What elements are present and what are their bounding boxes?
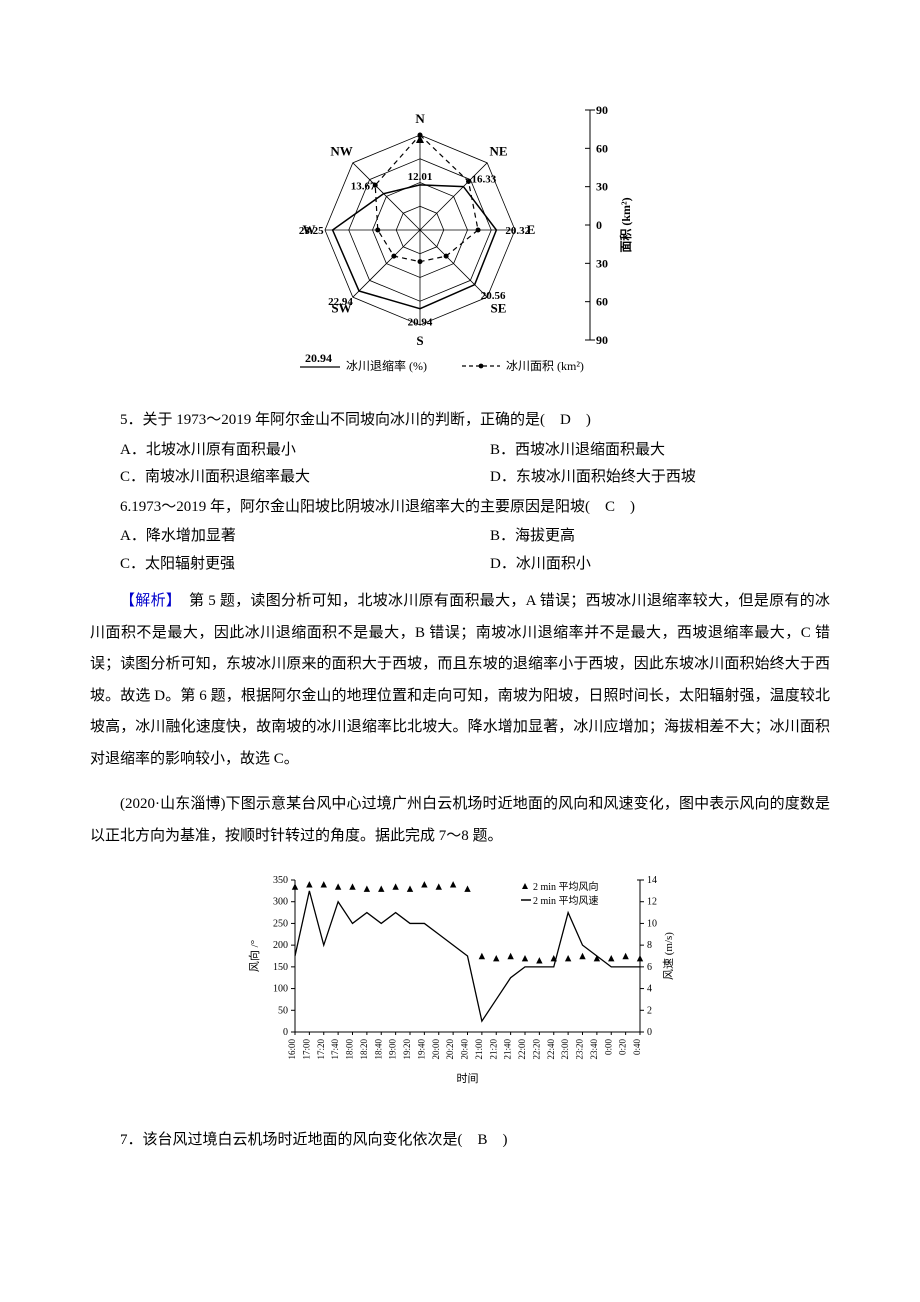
svg-text:23:40: 23:40	[589, 1039, 599, 1060]
svg-text:0: 0	[596, 218, 602, 232]
svg-text:0:40: 0:40	[632, 1039, 642, 1056]
svg-text:SE: SE	[491, 300, 507, 315]
svg-text:2 min 平均风向: 2 min 平均风向	[533, 880, 599, 893]
svg-text:16.33: 16.33	[472, 173, 497, 185]
svg-text:19:00: 19:00	[388, 1039, 398, 1060]
svg-text:20.32: 20.32	[505, 225, 530, 237]
svg-text:50: 50	[278, 1005, 288, 1016]
svg-text:22:00: 22:00	[517, 1039, 527, 1060]
svg-text:20.94: 20.94	[408, 317, 433, 329]
svg-text:14: 14	[647, 875, 657, 886]
q5-opt-a: A．北坡冰川原有面积最小	[90, 438, 460, 464]
svg-text:22.94: 22.94	[328, 296, 353, 308]
svg-text:13.67: 13.67	[351, 181, 376, 193]
svg-text:23:20: 23:20	[575, 1039, 585, 1060]
explanation-1: 【解析】 第 5 题，读图分析可知，北坡冰川原有面积最大，A 错误；西坡冰川退缩…	[90, 585, 830, 775]
svg-text:0: 0	[283, 1027, 288, 1038]
combo-svg: 0 50 100 150 200 250 300 350 0 2 4 6 8 10 12 14 风向 /° 风速 …	[240, 862, 680, 1102]
svg-text:30: 30	[596, 180, 608, 194]
svg-text:17:40: 17:40	[330, 1039, 340, 1060]
q6-opt-b: B．海拔更高	[460, 524, 830, 550]
svg-text:17:20: 17:20	[316, 1039, 326, 1060]
svg-text:350: 350	[273, 875, 288, 886]
svg-text:300: 300	[273, 897, 288, 908]
svg-text:150: 150	[273, 962, 288, 973]
q5-stem: 5．关于 1973～2019 年阿尔金山不同坡向冰川的判断，正确的是( D )	[90, 408, 830, 434]
passage-2: (2020·山东淄博)下图示意某台风中心过境广州白云机场时近地面的风向和风速变化…	[90, 789, 830, 852]
svg-text:0: 0	[647, 1027, 652, 1038]
svg-text:60: 60	[596, 141, 608, 155]
svg-text:冰川面积 (km²): 冰川面积 (km²)	[506, 359, 584, 373]
q5-opts-ab: A．北坡冰川原有面积最小 B．西坡冰川退缩面积最大	[90, 438, 830, 464]
svg-text:12: 12	[647, 897, 657, 908]
svg-text:12.01: 12.01	[408, 171, 433, 183]
svg-text:22:40: 22:40	[546, 1039, 556, 1060]
q5-opt-c: C．南坡冰川面积退缩率最大	[90, 465, 460, 491]
svg-text:20:20: 20:20	[445, 1039, 455, 1060]
svg-text:90: 90	[596, 103, 608, 117]
svg-text:S: S	[416, 333, 423, 348]
svg-text:20:40: 20:40	[460, 1039, 470, 1060]
q5-opts-cd: C．南坡冰川面积退缩率最大 D．东坡冰川面积始终大于西坡	[90, 465, 830, 491]
svg-text:100: 100	[273, 984, 288, 995]
svg-text:21:20: 21:20	[488, 1039, 498, 1060]
svg-text:风速 (m/s): 风速 (m/s)	[662, 932, 675, 980]
radar-svg: NNEESESSWWNW12.0116.3320.3220.5620.9422.…	[250, 90, 670, 390]
svg-text:20:00: 20:00	[431, 1039, 441, 1060]
svg-text:200: 200	[273, 940, 288, 951]
q6-opt-a: A．降水增加显著	[90, 524, 460, 550]
explain-title: 【解析】	[120, 592, 174, 609]
svg-text:90: 90	[596, 333, 608, 347]
q6-opt-d: D．冰川面积小	[460, 552, 830, 578]
q6-opts-ab: A．降水增加显著 B．海拔更高	[90, 524, 830, 550]
svg-text:22:20: 22:20	[531, 1039, 541, 1060]
svg-text:60: 60	[596, 295, 608, 309]
svg-text:19:20: 19:20	[402, 1039, 412, 1060]
q6-stem: 6.1973～2019 年，阿尔金山阳坡比阴坡冰川退缩率大的主要原因是阳坡( C…	[90, 495, 830, 521]
svg-text:4: 4	[647, 984, 652, 995]
svg-text:NW: NW	[330, 144, 352, 159]
svg-text:NE: NE	[489, 144, 507, 159]
svg-text:面积 (km²): 面积 (km²)	[618, 197, 633, 252]
svg-text:19:40: 19:40	[416, 1039, 426, 1060]
svg-text:18:00: 18:00	[345, 1039, 355, 1060]
svg-text:风向 /°: 风向 /°	[247, 940, 261, 972]
svg-text:2: 2	[647, 1005, 652, 1016]
svg-text:20.94: 20.94	[305, 351, 332, 365]
explain-body: 第 5 题，读图分析可知，北坡冰川原有面积最大，A 错误；西坡冰川退缩率较大，但…	[90, 593, 830, 767]
svg-text:N: N	[415, 111, 425, 126]
svg-text:2 min 平均风速: 2 min 平均风速	[533, 895, 599, 907]
svg-text:18:20: 18:20	[359, 1039, 369, 1060]
svg-text:时间: 时间	[457, 1072, 479, 1085]
svg-text:0:00: 0:00	[603, 1039, 613, 1056]
svg-text:23.25: 23.25	[299, 225, 324, 237]
svg-text:0:20: 0:20	[618, 1039, 628, 1056]
q5-opt-b: B．西坡冰川退缩面积最大	[460, 438, 830, 464]
svg-text:20.56: 20.56	[481, 290, 506, 302]
combo-chart: 0 50 100 150 200 250 300 350 0 2 4 6 8 10 12 14 风向 /° 风速 …	[90, 862, 830, 1112]
svg-text:23:00: 23:00	[560, 1039, 570, 1060]
svg-text:21:40: 21:40	[503, 1039, 513, 1060]
q7-stem: 7．该台风过境白云机场时近地面的风向变化依次是( B )	[90, 1128, 830, 1154]
svg-text:10: 10	[647, 918, 657, 929]
svg-text:6: 6	[647, 962, 652, 973]
q5-opt-d: D．东坡冰川面积始终大于西坡	[460, 465, 830, 491]
svg-text:17:00: 17:00	[301, 1039, 311, 1060]
svg-text:16:00: 16:00	[287, 1039, 297, 1060]
q6-opts-cd: C．太阳辐射更强 D．冰川面积小	[90, 552, 830, 578]
svg-text:冰川退缩率 (%): 冰川退缩率 (%)	[346, 358, 427, 373]
q6-opt-c: C．太阳辐射更强	[90, 552, 460, 578]
svg-text:8: 8	[647, 940, 652, 951]
svg-text:21:00: 21:00	[474, 1039, 484, 1060]
radar-chart: NNEESESSWWNW12.0116.3320.3220.5620.9422.…	[90, 90, 830, 390]
svg-text:30: 30	[596, 256, 608, 270]
svg-text:250: 250	[273, 918, 288, 929]
svg-text:18:40: 18:40	[373, 1039, 383, 1060]
